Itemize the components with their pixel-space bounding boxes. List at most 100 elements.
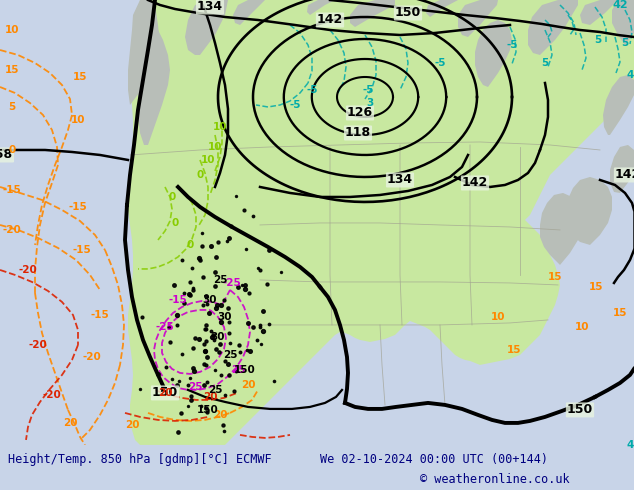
Text: 0: 0 bbox=[186, 240, 193, 250]
Point bbox=[172, 311, 182, 319]
Text: 15: 15 bbox=[507, 345, 521, 355]
Point bbox=[241, 245, 251, 253]
Point bbox=[200, 325, 210, 333]
Point bbox=[187, 264, 197, 272]
Polygon shape bbox=[610, 145, 634, 193]
Text: 20: 20 bbox=[125, 420, 139, 430]
Point bbox=[207, 331, 217, 339]
Text: 150: 150 bbox=[395, 6, 421, 20]
Polygon shape bbox=[566, 177, 612, 245]
Point bbox=[188, 284, 198, 292]
Point bbox=[243, 319, 253, 327]
Polygon shape bbox=[128, 0, 160, 105]
Text: -15: -15 bbox=[73, 245, 91, 255]
Point bbox=[204, 309, 214, 317]
Point bbox=[252, 264, 262, 271]
Text: We 02-10-2024 00:00 UTC (00+144): We 02-10-2024 00:00 UTC (00+144) bbox=[320, 453, 548, 466]
Point bbox=[256, 340, 266, 348]
Point bbox=[239, 206, 249, 214]
Point bbox=[220, 358, 230, 366]
Text: 134: 134 bbox=[197, 0, 223, 14]
Text: -20: -20 bbox=[3, 225, 22, 235]
Point bbox=[264, 320, 274, 328]
Text: 134: 134 bbox=[387, 173, 413, 187]
Text: 0: 0 bbox=[197, 170, 204, 180]
Point bbox=[213, 238, 223, 245]
Point bbox=[258, 307, 268, 315]
Point bbox=[172, 428, 183, 436]
Point bbox=[178, 350, 188, 358]
Text: 0: 0 bbox=[8, 145, 16, 155]
Text: -15: -15 bbox=[3, 185, 22, 195]
Polygon shape bbox=[475, 20, 512, 87]
Point bbox=[202, 408, 212, 416]
Point bbox=[178, 299, 188, 307]
Point bbox=[248, 323, 258, 331]
Point bbox=[184, 290, 194, 297]
Point bbox=[188, 287, 198, 294]
Point bbox=[198, 273, 209, 281]
Text: 25: 25 bbox=[223, 350, 237, 360]
Text: -20: -20 bbox=[42, 390, 61, 400]
Text: 15: 15 bbox=[73, 72, 87, 82]
Text: -5: -5 bbox=[434, 58, 446, 68]
Text: © weatheronline.co.uk: © weatheronline.co.uk bbox=[420, 473, 569, 487]
Text: -20: -20 bbox=[82, 352, 101, 362]
Point bbox=[195, 256, 205, 264]
Polygon shape bbox=[127, 0, 634, 445]
Text: 150: 150 bbox=[234, 365, 256, 375]
Point bbox=[240, 281, 250, 289]
Point bbox=[199, 360, 209, 368]
Point bbox=[197, 229, 207, 237]
Text: 150: 150 bbox=[567, 403, 593, 416]
Point bbox=[211, 344, 221, 352]
Text: 15: 15 bbox=[612, 308, 627, 318]
Point bbox=[202, 300, 212, 308]
Polygon shape bbox=[307, 0, 335, 15]
Point bbox=[237, 281, 247, 289]
Text: 150: 150 bbox=[197, 405, 219, 415]
Polygon shape bbox=[185, 0, 228, 55]
Point bbox=[216, 301, 226, 309]
Point bbox=[211, 253, 221, 261]
Point bbox=[210, 269, 220, 276]
Point bbox=[169, 281, 179, 289]
Text: -20: -20 bbox=[18, 265, 37, 275]
Text: 25: 25 bbox=[208, 385, 223, 395]
Text: 30: 30 bbox=[210, 332, 225, 342]
Text: 25: 25 bbox=[188, 382, 202, 392]
Point bbox=[231, 192, 242, 200]
Text: 118: 118 bbox=[345, 126, 371, 140]
Point bbox=[244, 289, 254, 297]
Text: 5: 5 bbox=[595, 35, 602, 45]
Point bbox=[185, 278, 195, 286]
Text: 142: 142 bbox=[317, 14, 343, 26]
Point bbox=[245, 347, 255, 355]
Text: 20: 20 bbox=[158, 388, 172, 398]
Point bbox=[219, 427, 229, 435]
Point bbox=[202, 404, 212, 412]
Point bbox=[167, 375, 177, 383]
Point bbox=[269, 377, 279, 385]
Point bbox=[210, 283, 221, 291]
Polygon shape bbox=[458, 0, 498, 37]
Point bbox=[206, 327, 216, 335]
Point bbox=[198, 301, 208, 309]
Point bbox=[207, 333, 217, 341]
Text: 10: 10 bbox=[213, 122, 227, 132]
Point bbox=[223, 304, 233, 312]
Point bbox=[188, 364, 198, 372]
Point bbox=[193, 335, 204, 343]
Point bbox=[153, 370, 163, 378]
Point bbox=[189, 367, 199, 375]
Text: 42: 42 bbox=[626, 440, 634, 450]
Point bbox=[218, 421, 228, 429]
Text: 142: 142 bbox=[462, 176, 488, 190]
Point bbox=[164, 323, 174, 331]
Point bbox=[176, 409, 186, 417]
Point bbox=[214, 348, 224, 356]
Point bbox=[233, 283, 243, 291]
Point bbox=[179, 289, 190, 297]
Point bbox=[240, 285, 250, 293]
Point bbox=[183, 381, 193, 389]
